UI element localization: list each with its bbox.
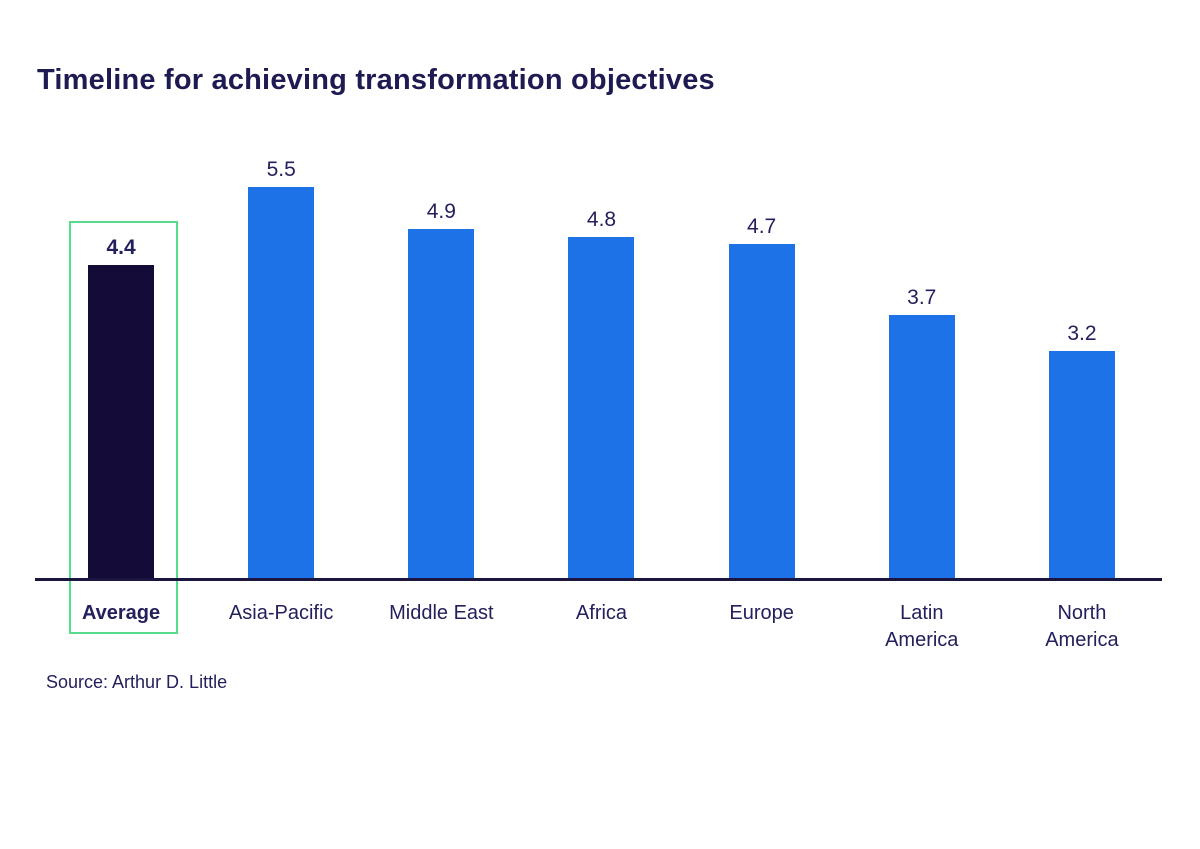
bar-europe xyxy=(728,243,795,580)
bar-middle-east xyxy=(408,229,475,580)
bar-chart: 4.4 Average 5.5 Asia-Pacific 4.9 Middle … xyxy=(35,140,1162,652)
bar-group-asia-pacific: 5.5 Asia-Pacific xyxy=(201,140,361,625)
bar-north-america xyxy=(1048,351,1115,580)
category-label: Average xyxy=(81,602,161,624)
bar-asia-pacific xyxy=(248,186,315,580)
category-label: Latin America xyxy=(885,602,959,651)
category-label: Middle East xyxy=(389,602,494,624)
bar-average xyxy=(88,265,155,580)
category-label: North America xyxy=(1045,602,1119,651)
bar-value-label: 4.7 xyxy=(747,214,777,238)
bar-value-label: 3.2 xyxy=(1067,322,1097,346)
bar-group-middle-east: 4.9 Middle East xyxy=(361,140,521,624)
average-highlight-box xyxy=(69,221,178,634)
bar-group-africa: 4.8 Africa xyxy=(521,140,681,624)
category-label: Europe xyxy=(729,602,794,624)
chart-title: Timeline for achieving transformation ob… xyxy=(37,64,715,96)
bar-latin-america xyxy=(888,315,955,580)
bar-group-north-america: 3.2 North America xyxy=(1002,140,1162,651)
category-label: Africa xyxy=(575,602,628,624)
category-label: Asia-Pacific xyxy=(228,602,334,624)
bar-columns: 4.4 Average 5.5 Asia-Pacific 4.9 Middle … xyxy=(41,140,1162,652)
x-axis-line xyxy=(35,578,1162,581)
bar-value-label: 4.4 xyxy=(106,236,136,260)
bar-value-label: 3.7 xyxy=(907,286,937,310)
bar-value-label: 4.9 xyxy=(426,200,456,224)
bar-africa xyxy=(568,236,635,580)
bar-group-europe: 4.7 Europe xyxy=(682,140,842,624)
bar-value-label: 4.8 xyxy=(586,207,617,231)
source-note: Source: Arthur D. Little xyxy=(46,672,228,692)
bar-group-average: 4.4 Average xyxy=(41,140,201,624)
bar-group-latin-america: 3.7 Latin America xyxy=(842,140,1002,651)
bar-value-label: 5.5 xyxy=(266,157,296,181)
